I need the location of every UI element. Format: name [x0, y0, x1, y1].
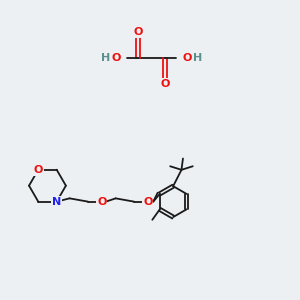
- Text: O: O: [34, 165, 43, 175]
- Text: N: N: [52, 196, 61, 207]
- Text: O: O: [160, 79, 170, 89]
- Text: O: O: [182, 53, 192, 63]
- Text: O: O: [143, 196, 153, 207]
- Text: O: O: [97, 196, 106, 207]
- Text: H: H: [193, 53, 202, 63]
- Text: H: H: [101, 53, 110, 63]
- Text: O: O: [111, 53, 121, 63]
- Text: O: O: [134, 27, 143, 37]
